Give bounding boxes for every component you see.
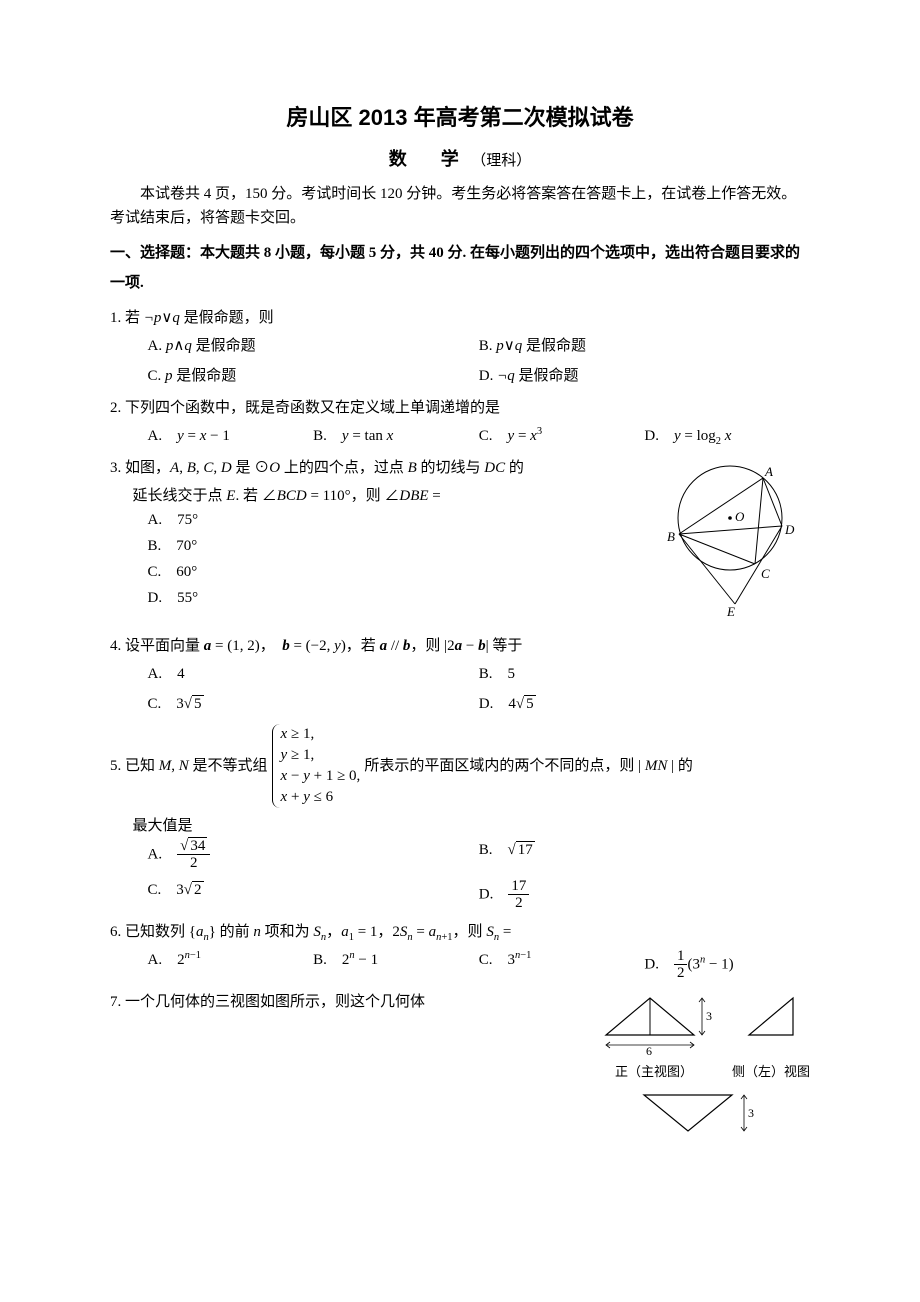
q7-front-label: 正（主视图） bbox=[594, 1062, 714, 1083]
question-5: 5. 已知 M, N 是不等式组 x ≥ 1, y ≥ 1, x − y + 1… bbox=[110, 724, 810, 912]
q3-figure: O A D B C E bbox=[635, 456, 810, 626]
q6-opt-b: B. 2n − 1 bbox=[313, 948, 479, 982]
q1-stem: 1. 若 ¬p∨q 是假命题，则 bbox=[110, 306, 810, 330]
q7-front-view-icon: 3 6 bbox=[594, 990, 714, 1055]
q4-opt-d: D. 45 bbox=[479, 692, 810, 716]
q5-pre: 5. 已知 M, N 是不等式组 bbox=[110, 754, 268, 778]
page-title: 房山区 2013 年高考第二次模拟试卷 bbox=[110, 100, 810, 135]
q5-opt-c: C. 32 bbox=[148, 878, 479, 912]
instructions: 本试卷共 4 页，150 分。考试时间长 120 分钟。考生务必将答案答在答题卡… bbox=[110, 182, 810, 230]
q5-post: 所表示的平面区域内的两个不同的点，则 | MN | 的 bbox=[364, 754, 693, 778]
q1-opt-a: A. p∧q 是假命题 bbox=[148, 334, 479, 358]
q2-opt-d: D. y = log2 x bbox=[644, 424, 810, 448]
q5-system: x ≥ 1, y ≥ 1, x − y + 1 ≥ 0, x + y ≤ 6 bbox=[272, 724, 361, 808]
q4-opt-c: C. 35 bbox=[148, 692, 479, 716]
question-7: 3 6 正（主视图） 侧（左）视图 bbox=[110, 990, 810, 1137]
svg-text:3: 3 bbox=[748, 1106, 754, 1120]
q4-opt-b: B. 5 bbox=[479, 662, 810, 686]
question-4: 4. 设平面向量 a = (1, 2)， b = (−2, y)，若 a // … bbox=[110, 634, 810, 716]
q7-top-view-icon: 3 bbox=[632, 1087, 772, 1137]
q5-opt-d: D. 172 bbox=[479, 878, 810, 912]
q4-opt-a: A. 4 bbox=[148, 662, 479, 686]
q5-opt-b: B. 17 bbox=[479, 838, 810, 872]
svg-text:O: O bbox=[735, 509, 745, 524]
q1-opt-d: D. ¬q 是假命题 bbox=[479, 364, 810, 388]
subject-line: 数 学 （理科） bbox=[110, 145, 810, 174]
section-header: 一、选择题：本大题共 8 小题，每小题 5 分，共 40 分. 在每小题列出的四… bbox=[110, 238, 810, 298]
question-2: 2. 下列四个函数中，既是奇函数又在定义域上单调递增的是 A. y = x − … bbox=[110, 396, 810, 448]
q7-views: 3 6 正（主视图） 侧（左）视图 bbox=[594, 990, 810, 1137]
subject: 数 学 bbox=[389, 149, 467, 169]
q1-opt-b: B. p∨q 是假命题 bbox=[479, 334, 810, 358]
q2-opt-c: C. y = x3 bbox=[479, 424, 645, 448]
subject-note: （理科） bbox=[471, 153, 531, 169]
q4-stem: 4. 设平面向量 a = (1, 2)， b = (−2, y)，若 a // … bbox=[110, 634, 810, 658]
svg-text:6: 6 bbox=[646, 1044, 652, 1055]
q7-side-view-icon bbox=[741, 990, 801, 1055]
question-1: 1. 若 ¬p∨q 是假命题，则 A. p∧q 是假命题 B. p∨q 是假命题… bbox=[110, 306, 810, 388]
q5-opt-a: A. 342 bbox=[148, 838, 479, 872]
q6-opt-c: C. 3n−1 bbox=[479, 948, 645, 982]
svg-text:A: A bbox=[764, 464, 773, 479]
q6-stem: 6. 已知数列 {an} 的前 n 项和为 Sn，a1 = 1，2Sn = an… bbox=[110, 920, 810, 944]
q7-side-label: 侧（左）视图 bbox=[732, 1062, 810, 1083]
svg-text:C: C bbox=[761, 566, 770, 581]
q2-opt-b: B. y = tan x bbox=[313, 424, 479, 448]
question-3: O A D B C E 3. 如图，A, B, C, D 是 ⊙O 上的四个点，… bbox=[110, 456, 810, 626]
svg-text:D: D bbox=[784, 522, 795, 537]
q2-stem: 2. 下列四个函数中，既是奇函数又在定义域上单调递增的是 bbox=[110, 396, 810, 420]
question-6: 6. 已知数列 {an} 的前 n 项和为 Sn，a1 = 1，2Sn = an… bbox=[110, 920, 810, 982]
q6-opt-d: D. 12(3n − 1) bbox=[644, 948, 810, 982]
q6-opt-a: A. 2n−1 bbox=[148, 948, 314, 982]
svg-text:E: E bbox=[726, 604, 735, 619]
svg-text:B: B bbox=[667, 529, 675, 544]
q1-opt-c: C. p 是假命题 bbox=[148, 364, 479, 388]
q5-tail: 最大值是 bbox=[110, 814, 810, 838]
q2-opt-a: A. y = x − 1 bbox=[148, 424, 314, 448]
svg-text:3: 3 bbox=[706, 1009, 712, 1023]
